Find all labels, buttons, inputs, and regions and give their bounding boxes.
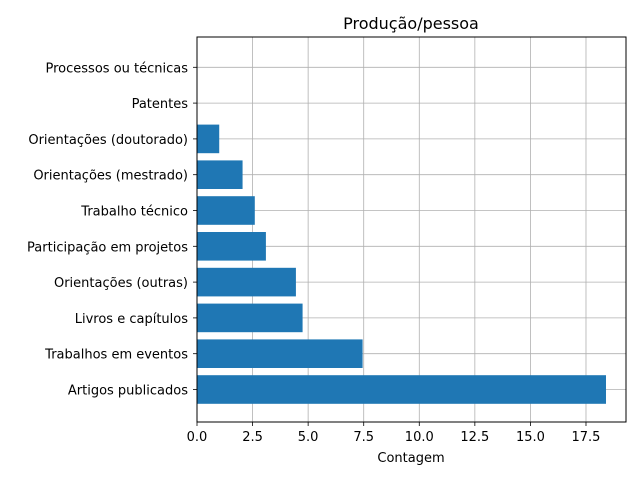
bar: [197, 267, 296, 297]
bar: [197, 124, 220, 154]
x-axis-ticks: 0.0 2.5 5.0 7.5 10.0 12.5 15.0 17.5: [187, 422, 601, 445]
plot-frame: [196, 36, 627, 423]
bar: [197, 160, 243, 189]
x-tick-label: 15.0: [516, 430, 545, 445]
x-tick-label: 12.5: [460, 430, 489, 445]
x-tick-label: 7.5: [353, 430, 374, 445]
y-tick-label: Artigos publicados: [68, 384, 188, 399]
x-tick-label: 10.0: [405, 430, 434, 445]
y-tick-label: Orientações (mestrado): [33, 169, 188, 184]
x-tick-label: 2.5: [242, 430, 263, 445]
x-axis-label: Contagem: [377, 451, 444, 466]
x-tick-label: 5.0: [298, 430, 319, 445]
y-tick-label: Orientações (doutorado): [28, 133, 188, 148]
chart-title: Produção/pessoa: [343, 14, 479, 33]
x-tick-label: 0.0: [187, 430, 208, 445]
y-tick-label: Processos ou técnicas: [46, 61, 189, 76]
bar: [197, 232, 266, 261]
bar: [197, 375, 606, 404]
bar: [197, 196, 255, 225]
y-tick-label: Orientações (outras): [54, 276, 188, 291]
y-tick-label: Trabalho técnico: [80, 205, 188, 220]
bar: [197, 303, 303, 333]
y-tick-label: Livros e capítulos: [75, 312, 188, 327]
y-axis-ticks: Artigos publicados Trabalhos em eventos Li…: [27, 61, 197, 399]
x-tick-label: 17.5: [572, 430, 601, 445]
y-tick-label: Trabalhos em eventos: [44, 348, 188, 363]
bars: [197, 124, 606, 404]
y-tick-label: Participação em projetos: [27, 240, 188, 255]
bar: [197, 339, 363, 368]
y-tick-label: Patentes: [132, 97, 189, 112]
